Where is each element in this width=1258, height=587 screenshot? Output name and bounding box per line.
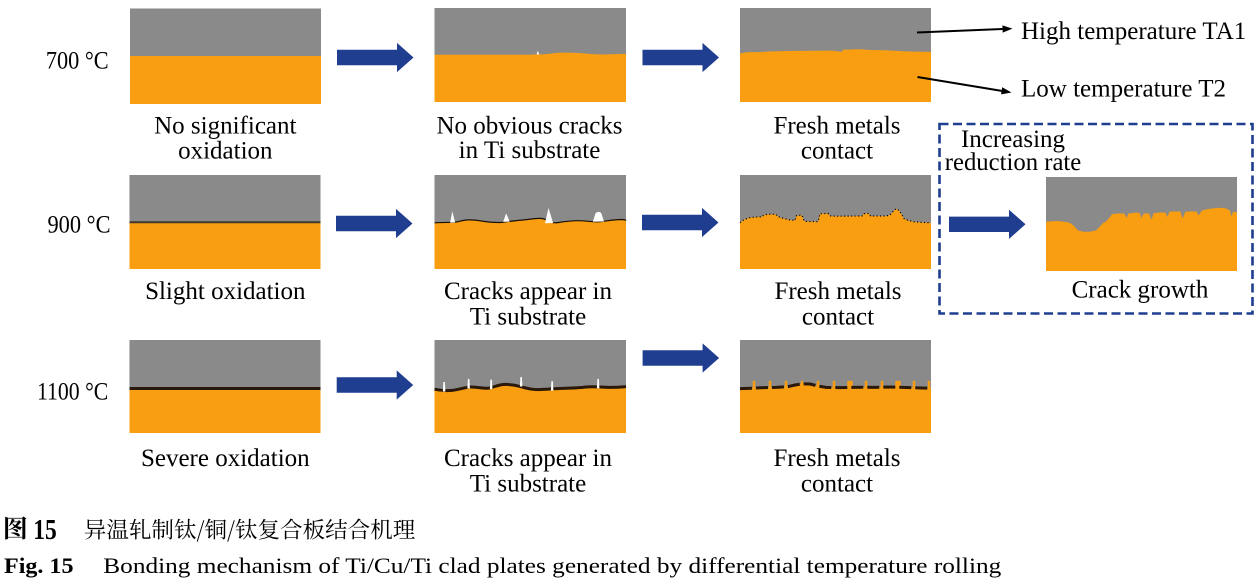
svg-text:Low temperature T2: Low temperature T2 (1021, 76, 1226, 103)
svg-text:oxidation: oxidation (178, 137, 273, 164)
svg-text:reduction rate: reduction rate (945, 149, 1082, 176)
svg-text:Fresh metals: Fresh metals (773, 112, 900, 139)
svg-text:Fig. 15: Fig. 15 (4, 553, 74, 578)
svg-text:Increasing: Increasing (961, 126, 1066, 153)
svg-text:Ti substrate: Ti substrate (470, 304, 586, 331)
svg-text:in Ti substrate: in Ti substrate (459, 137, 601, 164)
svg-text:Bonding mechanism of Ti/Cu/Ti: Bonding mechanism of Ti/Cu/Ti clad plate… (103, 553, 1001, 578)
svg-text:No significant: No significant (154, 112, 296, 139)
svg-text:contact: contact (801, 137, 873, 164)
svg-text:Cracks appear in: Cracks appear in (444, 445, 612, 472)
svg-text:contact: contact (801, 471, 873, 498)
svg-text:15: 15 (33, 515, 57, 546)
svg-text:Severe oxidation: Severe oxidation (141, 445, 310, 472)
svg-text:1100 °C: 1100 °C (37, 379, 108, 406)
svg-text:Fresh metals: Fresh metals (773, 445, 900, 472)
svg-text:Fresh metals: Fresh metals (774, 278, 901, 305)
svg-text:Slight oxidation: Slight oxidation (145, 278, 306, 305)
svg-text:Ti substrate: Ti substrate (470, 471, 586, 498)
svg-text:No obvious cracks: No obvious cracks (436, 112, 622, 139)
svg-text:700 °C: 700 °C (46, 48, 109, 75)
svg-text:contact: contact (802, 304, 874, 331)
svg-text:900 °C: 900 °C (48, 212, 111, 239)
svg-text:High temperature TA1: High temperature TA1 (1021, 18, 1246, 45)
svg-text:Cracks appear in: Cracks appear in (444, 278, 612, 305)
svg-text:Crack growth: Crack growth (1072, 277, 1209, 304)
